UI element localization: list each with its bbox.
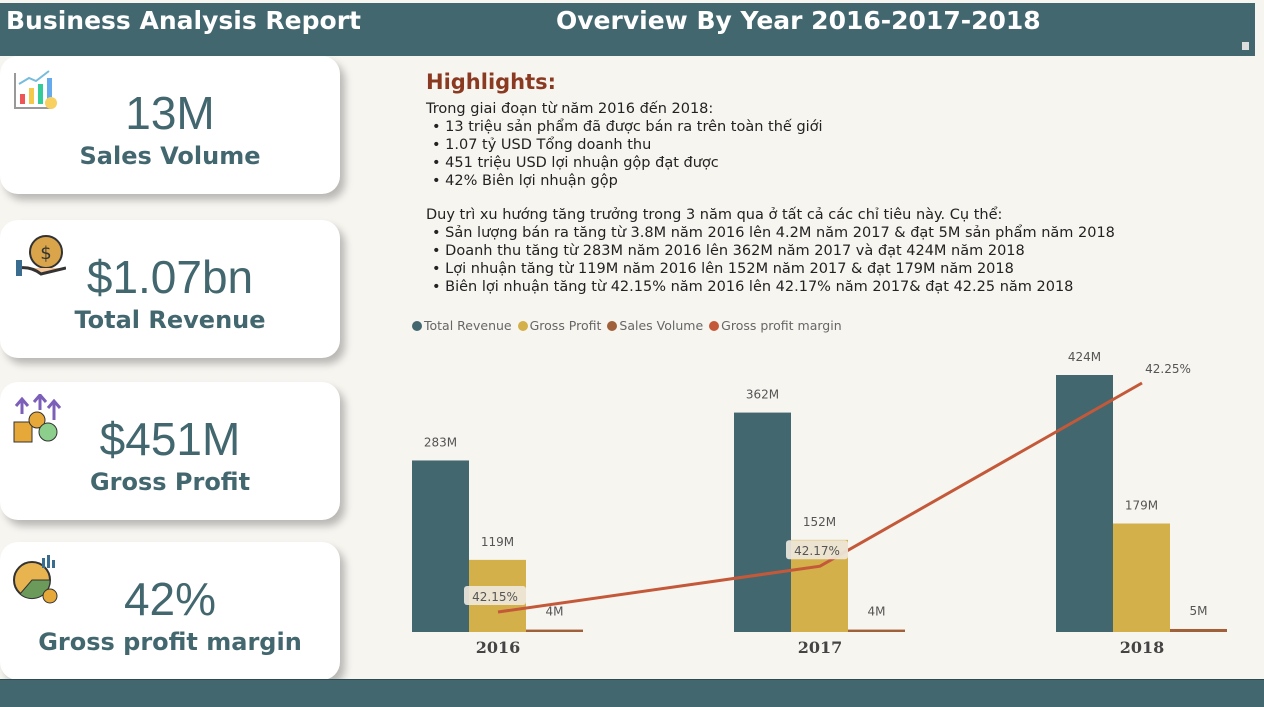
trend-point: • Lợi nhuận tăng từ 119M năm 2016 lên 15…	[432, 261, 1014, 277]
chart-legend: Total Revenue Gross Profit Sales Volume …	[412, 318, 842, 333]
x-tick-label: 2018	[1120, 638, 1165, 657]
summary-point: • 451 triệu USD lợi nhuận gộp đạt được	[432, 155, 719, 171]
bar-total-revenue	[734, 412, 791, 632]
chart-growth-icon	[14, 70, 57, 109]
kpi-value: $451M	[99, 413, 241, 465]
pie-chart-percent-icon	[13, 555, 58, 604]
legend-item[interactable]: Gross Profit	[517, 318, 601, 333]
highlights-trends: Duy trì xu hướng tăng trưởng trong 3 năm…	[426, 206, 1115, 296]
summary-point: • 13 triệu sản phẩm đã được bán ra trên …	[432, 119, 823, 135]
kpi-card-gross-profit: $451M Gross Profit	[0, 382, 340, 520]
line-data-label: 42.15%	[472, 590, 518, 604]
bar-data-label: 362M	[746, 388, 779, 402]
bar-gross-profit	[1113, 523, 1170, 632]
line-data-label: 42.25%	[1145, 362, 1191, 376]
x-tick-label: 2017	[798, 638, 843, 657]
bar-data-label: 4M	[868, 605, 886, 619]
line-label-bg	[786, 540, 848, 560]
bar-data-label: 4M	[546, 605, 564, 619]
summary-point: • 1.07 tỷ USD Tổng doanh thu	[432, 137, 652, 153]
bar-sales-volume	[526, 629, 583, 632]
highlights-summary: Trong giai đoạn từ năm 2016 đến 2018: • …	[426, 100, 823, 190]
bar-data-label: 5M	[1190, 604, 1208, 618]
bar-total-revenue	[1056, 375, 1113, 632]
kpi-card-total-revenue: $ $1.07bn Total Revenue	[0, 220, 340, 358]
kpi-label: Gross profit margin	[38, 628, 302, 656]
bar-sales-volume	[848, 629, 905, 632]
svg-text:$: $	[40, 243, 51, 264]
money-bag-hand-icon: $	[16, 235, 66, 276]
kpi-value: 42%	[123, 573, 217, 625]
bar-data-label: 179M	[1125, 499, 1158, 513]
highlights-title: Highlights:	[426, 70, 557, 94]
trend-intro: Duy trì xu hướng tăng trưởng trong 3 năm…	[426, 207, 1003, 223]
kpi-label: Total Revenue	[74, 306, 266, 334]
footer-bar	[0, 679, 1264, 707]
report-subtitle: Overview By Year 2016-2017-2018	[556, 6, 1041, 35]
line-label-bg	[464, 586, 526, 605]
bar-data-label: 119M	[481, 535, 514, 549]
line-data-label: 42.17%	[794, 544, 840, 558]
kpi-card-sales-volume: 13M Sales Volume	[0, 56, 340, 194]
bar-data-label: 283M	[424, 435, 457, 449]
header-bar: Business Analysis Report Overview By Yea…	[0, 3, 1255, 56]
trend-point: • Doanh thu tăng từ 283M năm 2016 lên 36…	[432, 243, 1025, 259]
bar-sales-volume	[1170, 628, 1227, 632]
report-title: Business Analysis Report	[6, 6, 361, 35]
scroll-handle[interactable]	[1242, 42, 1249, 50]
kpi-card-gross-profit-margin: 42% Gross profit margin	[0, 542, 340, 680]
kpi-label: Gross Profit	[89, 468, 251, 496]
margin-line	[497, 381, 1143, 614]
legend-item[interactable]: Total Revenue	[412, 318, 512, 333]
kpi-label: Sales Volume	[79, 142, 261, 170]
trend-point: • Sản lượng bán ra tăng từ 3.8M năm 2016…	[432, 225, 1115, 241]
coins-growth-icon	[13, 394, 62, 443]
summary-intro: Trong giai đoạn từ năm 2016 đến 2018:	[426, 101, 714, 117]
x-tick-label: 2016	[476, 638, 521, 657]
kpi-value: $1.07bn	[86, 251, 254, 303]
bar-data-label: 152M	[803, 515, 836, 529]
bar-data-label: 424M	[1068, 350, 1101, 364]
trend-point: • Biên lợi nhuận tăng từ 42.15% năm 2016…	[432, 279, 1074, 295]
legend-item[interactable]: Gross profit margin	[709, 318, 842, 333]
kpi-value: 13M	[125, 87, 215, 139]
bar-total-revenue	[412, 460, 469, 632]
summary-point: • 42% Biên lợi nhuận gộp	[432, 173, 618, 189]
legend-item[interactable]: Sales Volume	[607, 318, 703, 333]
